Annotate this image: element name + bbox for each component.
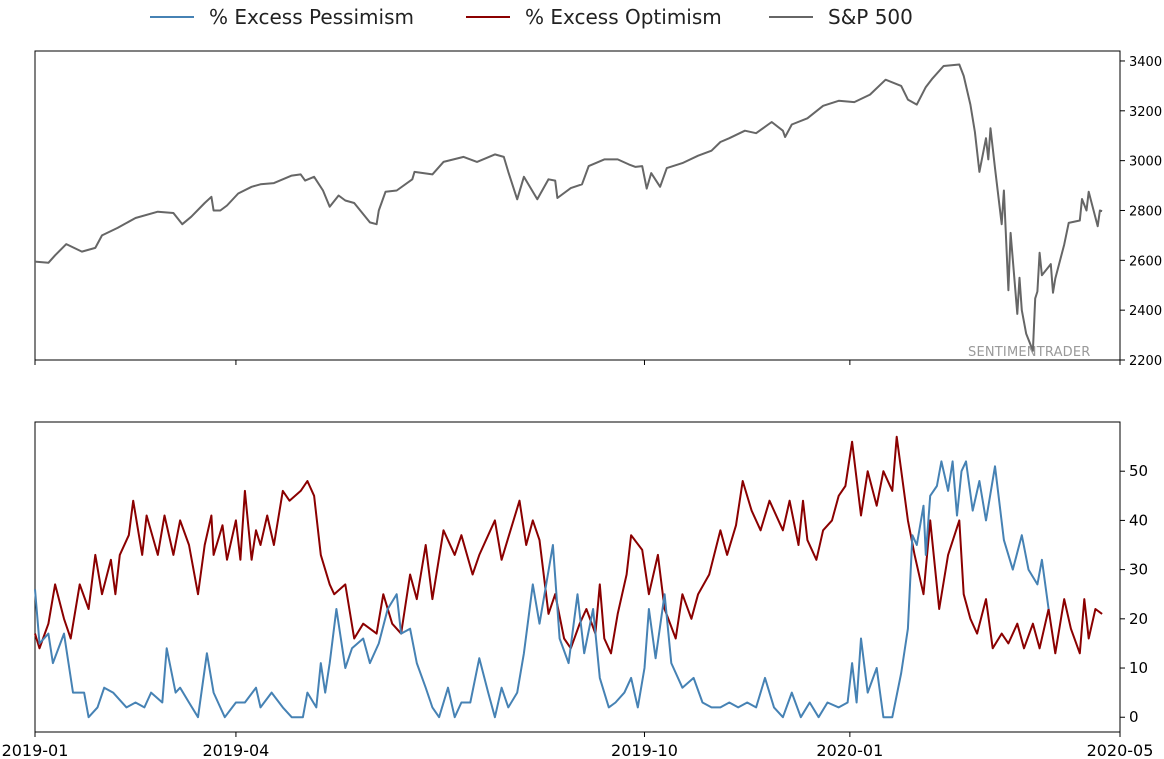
series-line-excess-pessimism — [34, 460, 1050, 719]
x-tick-label: 2020-01 — [816, 741, 883, 759]
legend-label-optimism: % Excess Optimism — [525, 5, 722, 29]
legend-item-sp500: S&P 500 — [769, 4, 913, 30]
series-line-excess-optimism — [34, 435, 1103, 655]
y-tick-label: 3200 — [1129, 105, 1162, 120]
legend-item-pessimism: % Excess Pessimism — [150, 4, 414, 30]
x-tick-label: 2019-01 — [2, 741, 69, 759]
y-tick-label: 30 — [1129, 561, 1148, 579]
legend: % Excess Pessimism % Excess Optimism S&P… — [0, 4, 1164, 30]
x-tick-label: 2020-05 — [1087, 741, 1154, 759]
y-tick-label: 3000 — [1129, 155, 1162, 170]
y-tick-label: 50 — [1129, 462, 1148, 480]
legend-swatch-sp500 — [769, 16, 813, 18]
y-tick-label: 10 — [1129, 659, 1148, 677]
y-tick-label: 2800 — [1129, 204, 1162, 219]
plot-frame-sentiment — [34, 421, 1121, 733]
watermark: SENTIMENTRADER — [968, 345, 1091, 360]
legend-swatch-optimism — [466, 16, 510, 18]
y-tick-label: 2400 — [1129, 304, 1162, 319]
legend-item-optimism: % Excess Optimism — [466, 4, 722, 30]
legend-label-sp500: S&P 500 — [828, 5, 913, 29]
x-tick-label: 2019-04 — [202, 741, 269, 759]
plot-frame-price — [34, 50, 1121, 361]
y-tick-label: 3400 — [1129, 55, 1162, 70]
y-tick-label: 20 — [1129, 610, 1148, 628]
y-tick-label: 2200 — [1129, 354, 1162, 369]
y-tick-label: 2600 — [1129, 254, 1162, 269]
y-tick-label: 0 — [1129, 708, 1139, 726]
legend-swatch-pessimism — [150, 16, 194, 18]
series-line-s-p-500 — [34, 63, 1103, 352]
legend-label-pessimism: % Excess Pessimism — [209, 5, 414, 29]
x-tick-label: 2019-10 — [611, 741, 678, 759]
y-tick-label: 40 — [1129, 511, 1148, 529]
